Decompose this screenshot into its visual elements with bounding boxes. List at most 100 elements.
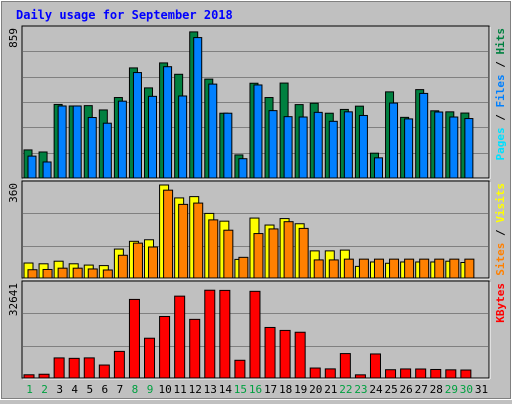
- bar-files-day-21: [328, 120, 338, 179]
- bar-files-day-7: [117, 100, 127, 179]
- bar-kbytes-day-14: [219, 289, 231, 379]
- bar-sites-day-13: [208, 219, 219, 279]
- panel-kbytes: 32641 KBytes: [7, 280, 507, 380]
- bar-files-day-27: [419, 92, 429, 179]
- x-tick-label: 2: [41, 383, 48, 396]
- legend-hits: Hits: [494, 28, 507, 55]
- bar-sites-day-1: [27, 269, 38, 279]
- bar-files-day-16: [253, 84, 263, 179]
- x-tick-label: 27: [415, 383, 428, 396]
- bar-files-day-28: [434, 111, 444, 179]
- legend-kbytes: KBytes: [494, 283, 507, 323]
- x-tick-label: 9: [147, 383, 154, 396]
- bar-files-day-18: [283, 116, 293, 179]
- bar-files-day-19: [298, 116, 308, 179]
- x-tick-label: 26: [400, 383, 413, 396]
- bar-sites-day-23: [358, 258, 369, 279]
- bar-sites-day-26: [404, 258, 415, 279]
- bar-sites-day-29: [449, 258, 460, 279]
- bar-kbytes-day-20: [309, 367, 321, 379]
- bar-files-day-3: [57, 105, 67, 179]
- x-tick-label: 8: [132, 383, 139, 396]
- bar-sites-day-2: [42, 268, 53, 279]
- x-tick-label: 24: [369, 383, 383, 396]
- x-tick-label: 5: [86, 383, 93, 396]
- bar-files-day-23: [358, 114, 368, 179]
- bar-kbytes-day-17: [264, 326, 276, 379]
- bar-files-day-30: [464, 118, 474, 179]
- x-tick-label: 25: [384, 383, 397, 396]
- bar-files-day-10: [163, 66, 173, 179]
- bar-sites-day-19: [298, 227, 309, 279]
- x-tick-label: 20: [309, 383, 322, 396]
- bar-files-day-14: [223, 112, 233, 179]
- x-tick-label: 22: [339, 383, 352, 396]
- bar-sites-day-20: [313, 259, 324, 279]
- bar-sites-day-6: [102, 269, 113, 279]
- bar-kbytes-day-2: [38, 373, 50, 379]
- legend-sites: Sites: [494, 243, 507, 276]
- x-tick-label: 1: [26, 383, 33, 396]
- bar-kbytes-day-12: [189, 318, 201, 379]
- bar-sites-day-14: [223, 229, 234, 279]
- bar-kbytes-day-5: [83, 357, 95, 379]
- x-tick-label: 23: [354, 383, 367, 396]
- bar-kbytes-day-27: [415, 368, 427, 379]
- x-tick-label: 14: [219, 383, 233, 396]
- bar-sites-day-16: [253, 233, 264, 279]
- legend-separator: /: [494, 55, 507, 75]
- bar-sites-day-8: [132, 242, 143, 279]
- bar-files-day-12: [193, 37, 203, 179]
- bar-files-day-29: [449, 116, 459, 179]
- bar-kbytes-day-18: [279, 329, 291, 379]
- bar-kbytes-day-21: [324, 368, 336, 379]
- bar-sites-day-5: [87, 268, 98, 279]
- bar-kbytes-day-30: [460, 369, 472, 379]
- side-legend: Pages / Files / Hits: [494, 28, 507, 161]
- bar-sites-day-12: [193, 202, 204, 279]
- x-tick-label: 6: [102, 383, 109, 396]
- bar-kbytes-day-4: [68, 357, 80, 379]
- bar-files-day-17: [268, 110, 278, 179]
- bar-sites-day-7: [117, 254, 128, 279]
- bar-sites-day-30: [464, 258, 475, 279]
- bar-files-day-20: [313, 111, 323, 179]
- bar-files-day-1: [27, 155, 37, 179]
- chart-title: Daily usage for September 2018: [16, 8, 233, 22]
- bar-kbytes-day-1: [23, 374, 35, 379]
- bar-files-day-26: [404, 118, 414, 179]
- bar-kbytes-day-8: [128, 298, 140, 379]
- x-tick-label: 11: [174, 383, 187, 396]
- legend-pages: Pages: [494, 127, 507, 160]
- bar-sites-day-17: [268, 228, 279, 279]
- bar-sites-day-3: [57, 267, 68, 279]
- bar-sites-day-24: [373, 258, 384, 279]
- bar-sites-day-25: [389, 258, 400, 279]
- bar-sites-day-4: [72, 267, 83, 279]
- bar-kbytes-day-13: [204, 289, 216, 379]
- x-tick-label: 28: [430, 383, 443, 396]
- legend-files: Files: [494, 74, 507, 107]
- x-tick-label: 29: [445, 383, 458, 396]
- y-tick-label: 360: [7, 183, 20, 203]
- bar-kbytes-day-29: [445, 369, 457, 379]
- x-tick-label: 16: [249, 383, 262, 396]
- bar-sites-day-27: [419, 258, 430, 279]
- bar-kbytes-day-10: [159, 315, 171, 379]
- x-tick-label: 13: [204, 383, 217, 396]
- bar-kbytes-day-28: [430, 368, 442, 379]
- x-tick-label: 21: [324, 383, 337, 396]
- y-tick-label: 859: [7, 28, 20, 48]
- x-tick-label: 18: [279, 383, 292, 396]
- side-legend: Sites / Visits: [494, 183, 507, 276]
- bar-kbytes-day-26: [400, 368, 412, 379]
- bar-files-day-25: [389, 102, 399, 179]
- legend-separator: /: [494, 108, 507, 128]
- x-tick-label: 17: [264, 383, 277, 396]
- legend-separator: /: [494, 223, 507, 243]
- bar-kbytes-day-6: [98, 364, 110, 379]
- panel-pages-files-hits: 859 Pages / Files / Hits: [7, 25, 507, 180]
- bar-sites-day-28: [434, 258, 445, 279]
